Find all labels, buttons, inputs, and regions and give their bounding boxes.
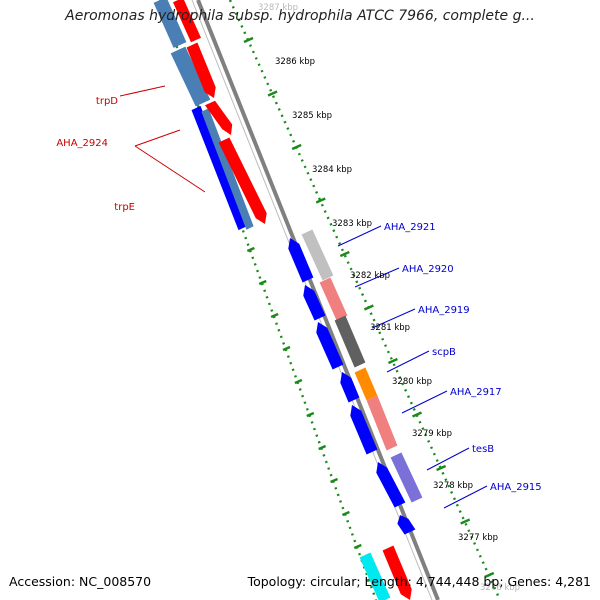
labels: 3287 kbp 3286 kbp 3285 kbp 3284 kbp 3283 kbp… — [56, 3, 541, 593]
tick-dash — [246, 246, 255, 253]
tick-dash — [436, 464, 447, 472]
gene-features — [153, 0, 423, 600]
gene-label-tesb: tesB — [472, 444, 494, 455]
tick-dash — [330, 477, 338, 484]
topology-value: circular — [310, 574, 357, 589]
cds-block — [170, 46, 211, 107]
cds-block — [173, 0, 201, 43]
tick-dash — [306, 411, 315, 418]
tick-label: 3282 kbp — [350, 271, 390, 281]
gene-label-aha_2917: AHA_2917 — [450, 387, 502, 398]
label-leader — [426, 447, 470, 471]
tick-label: 3281 kbp — [370, 323, 410, 333]
label-leader — [134, 129, 181, 147]
map-title: Aeromonas hydrophila subsp. hydrophila A… — [65, 8, 535, 24]
tick-dash — [282, 345, 291, 352]
accession-info: Accession: NC_008570 — [9, 574, 151, 589]
cds-block — [354, 367, 378, 401]
cds-block — [350, 405, 378, 455]
cds-block — [334, 315, 366, 368]
cds-block — [319, 277, 348, 321]
length-label: Length: — [364, 574, 412, 589]
tick-dash — [243, 36, 254, 44]
cds-block — [205, 100, 233, 135]
cds-block — [191, 105, 248, 231]
gene-label-aha_2924: AHA_2924 — [56, 138, 108, 149]
tick-dash — [484, 571, 495, 579]
gene-label-trpe: trpE — [114, 202, 135, 213]
tick-label: 3287 kbp — [258, 3, 298, 13]
label-leader — [401, 390, 448, 414]
genes-value: 4,281 — [555, 574, 591, 589]
cds-block — [301, 229, 334, 281]
tick-label: 3283 kbp — [332, 219, 372, 229]
label-leader — [443, 485, 488, 509]
tick-dash — [315, 197, 326, 204]
tick-dash — [258, 279, 267, 286]
label-leader — [337, 225, 382, 247]
label-leader — [371, 308, 416, 329]
label-leader — [354, 267, 400, 288]
tick-dash — [318, 444, 327, 451]
cds-block — [397, 515, 416, 535]
tick-dash — [291, 143, 302, 151]
tick-label: 3279 kbp — [412, 429, 452, 439]
gene-label-aha_2919: AHA_2919 — [418, 305, 470, 316]
tick-dash — [294, 378, 303, 385]
gene-label-aha_2920: AHA_2920 — [402, 264, 454, 275]
tick-label: 3285 kbp — [292, 111, 332, 121]
tick-label: 3280 kbp — [392, 377, 432, 387]
label-leader — [119, 85, 166, 97]
gene-label-trpd: trpD — [96, 96, 118, 107]
tick-label: 3277 kbp — [458, 533, 498, 543]
cds-block — [288, 238, 314, 283]
cds-block — [186, 42, 216, 98]
label-leaders — [119, 85, 488, 509]
tick-dash — [339, 250, 350, 258]
tick-ruler — [228, 0, 502, 600]
length-value: 4,744,448 bp — [415, 574, 500, 589]
gene-label-aha_2915: AHA_2915 — [490, 482, 542, 493]
accession-value: NC_008570 — [79, 574, 152, 589]
label-leader — [386, 350, 430, 373]
gene-label-aha_2921: AHA_2921 — [384, 222, 436, 233]
tick-label: 3276 kbp — [480, 583, 520, 593]
tick-label: 3278 kbp — [433, 481, 473, 491]
topology-label: Topology: — [247, 574, 307, 589]
genome-stats: Topology: circular; Length: 4,744,448 bp… — [247, 574, 591, 589]
cds-block — [201, 108, 254, 230]
tick-dash — [460, 518, 471, 525]
tick-dash — [353, 543, 362, 550]
cds-block — [382, 545, 412, 600]
accession-label: Accession: — [9, 574, 76, 589]
label-leader — [134, 145, 206, 193]
cds-block — [340, 372, 360, 403]
cds-block — [303, 285, 326, 321]
tick-label: 3284 kbp — [312, 165, 352, 175]
tick-dash — [412, 411, 423, 418]
tick-dash — [363, 304, 374, 311]
cds-block — [218, 137, 267, 224]
gene-label-scpb: scpB — [432, 347, 456, 358]
cds-block — [376, 462, 406, 508]
tick-dash — [341, 510, 350, 517]
tick-dash — [387, 357, 398, 365]
tick-dash — [270, 312, 279, 319]
cds-block — [153, 0, 187, 48]
cds-block — [366, 395, 398, 451]
cds-block — [390, 452, 423, 503]
cds-block — [316, 322, 344, 370]
tick-dash — [267, 90, 278, 97]
cds-block — [359, 552, 391, 600]
genes-label: Genes: — [507, 574, 552, 589]
tick-label: 3286 kbp — [275, 57, 315, 67]
